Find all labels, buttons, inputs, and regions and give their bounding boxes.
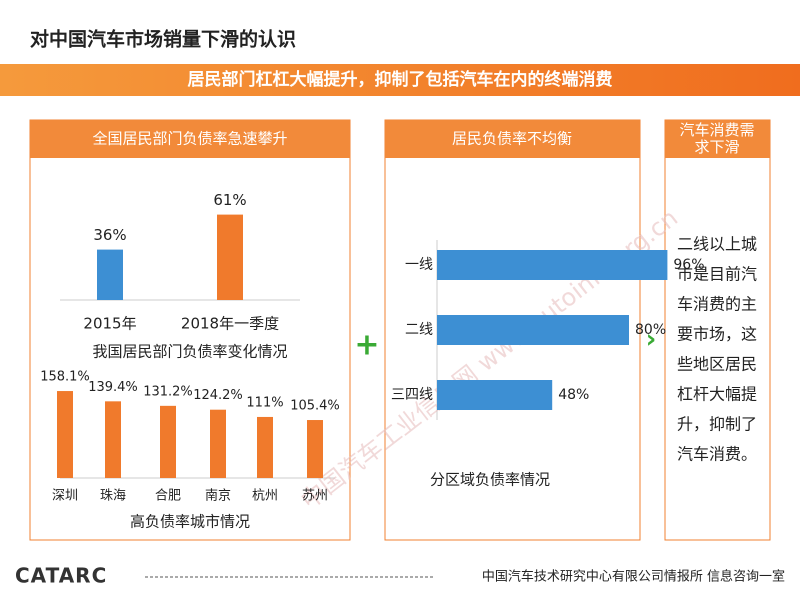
bar <box>437 380 553 410</box>
category-label: 合肥 <box>155 489 181 504</box>
category-label: 珠海 <box>100 489 126 504</box>
value-label: 158.1% <box>40 370 90 385</box>
value-label: 96% <box>673 257 704 273</box>
bar <box>217 214 243 300</box>
banner: 居民部门杠杠大幅提升，抑制了包括汽车在内的终端消费 <box>188 69 613 90</box>
category-label: 深圳 <box>52 489 78 504</box>
value-label: 61% <box>213 191 246 209</box>
value-label: 111% <box>246 395 283 410</box>
panel-header: 居民负债率不均衡 <box>452 130 572 148</box>
value-label: 131.2% <box>143 384 193 399</box>
panel-text: 车消费的主 <box>677 295 757 314</box>
bar <box>437 315 629 345</box>
panel-text: 汽车消费。 <box>677 445 757 464</box>
panel-text: 杠杆大幅提 <box>677 385 757 404</box>
category-label: 杭州 <box>252 489 278 504</box>
panel-text: 要市场，这 <box>677 325 757 344</box>
bar <box>57 391 73 478</box>
category-label: 南京 <box>205 488 231 504</box>
banner-bg <box>0 64 800 96</box>
footer-text: 中国汽车技术研究中心有限公司情报所 信息咨询一室 <box>482 569 785 585</box>
panel-header: 求下滑 <box>694 138 739 156</box>
panel-header: 汽车消费需 <box>679 121 754 139</box>
value-label: 139.4% <box>88 380 138 395</box>
chart-caption: 高负债率城市情况 <box>130 513 250 531</box>
bar <box>307 420 323 478</box>
bar <box>105 401 121 478</box>
category-label: 2018年一季度 <box>181 315 279 333</box>
panel-header-bg <box>665 120 770 158</box>
arrow-icon: › <box>646 325 657 355</box>
category-label: 一线 <box>405 257 433 273</box>
category-label: 苏州 <box>302 488 328 504</box>
chart-caption: 我国居民部门负债率变化情况 <box>92 343 287 361</box>
category-label: 2015年 <box>83 315 136 333</box>
plus-icon: + <box>354 328 379 363</box>
value-label: 36% <box>93 226 126 244</box>
panel-header-bg <box>385 120 640 158</box>
bar <box>97 249 123 300</box>
category-label: 三四线 <box>391 387 433 403</box>
panel-text: 市是目前汽 <box>677 265 757 284</box>
value-label: 80% <box>635 322 666 338</box>
value-label: 124.2% <box>193 388 243 403</box>
panel-header-bg <box>30 120 350 158</box>
bar <box>210 409 226 478</box>
panel-header: 全国居民部门负债率急速攀升 <box>92 130 287 148</box>
panel-text: 升，抑制了 <box>677 415 757 434</box>
panel-text: 二线以上城 <box>677 235 757 254</box>
value-label: 105.4% <box>290 399 340 414</box>
value-label: 48% <box>558 387 589 403</box>
panel-text: 些地区居民 <box>677 355 757 374</box>
slide-title: 对中国汽车市场销量下滑的认识 <box>30 28 296 51</box>
bar <box>160 405 176 478</box>
logo: CATARC <box>15 564 107 588</box>
category-label: 二线 <box>405 322 433 338</box>
chart-caption: 分区域负债率情况 <box>430 471 550 489</box>
bar <box>257 416 273 478</box>
bar <box>437 250 668 280</box>
